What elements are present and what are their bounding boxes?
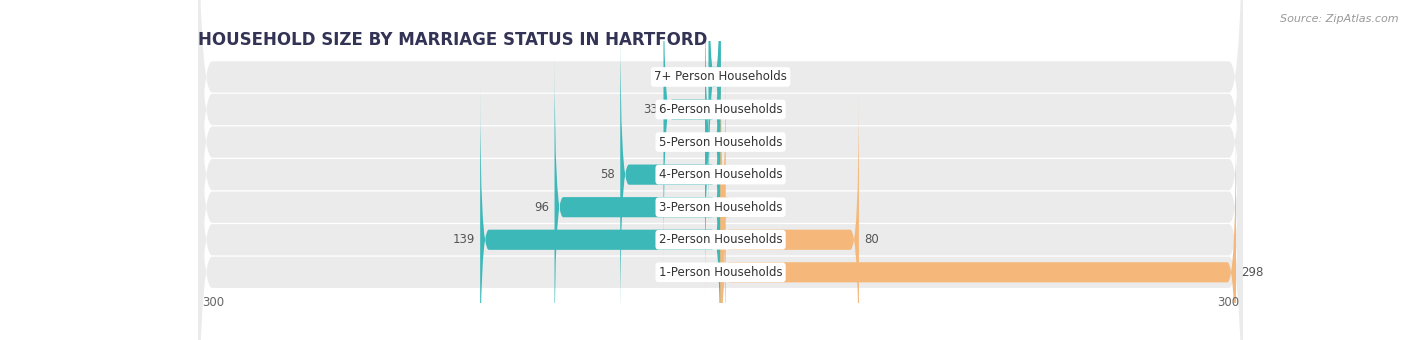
FancyBboxPatch shape: [664, 0, 721, 262]
Text: 33: 33: [644, 103, 658, 116]
FancyBboxPatch shape: [709, 0, 721, 230]
FancyBboxPatch shape: [198, 0, 1243, 322]
Text: 300: 300: [1218, 296, 1240, 309]
Text: 5-Person Households: 5-Person Households: [659, 136, 782, 149]
Text: 6-Person Households: 6-Person Households: [659, 103, 782, 116]
Text: Source: ZipAtlas.com: Source: ZipAtlas.com: [1281, 14, 1399, 23]
Text: 0: 0: [725, 103, 733, 116]
FancyBboxPatch shape: [554, 54, 721, 340]
Text: 300: 300: [201, 296, 224, 309]
FancyBboxPatch shape: [198, 0, 1243, 340]
FancyBboxPatch shape: [704, 0, 721, 295]
Text: 139: 139: [453, 233, 475, 246]
FancyBboxPatch shape: [198, 0, 1243, 340]
FancyBboxPatch shape: [198, 0, 1243, 340]
FancyBboxPatch shape: [198, 0, 1243, 340]
Text: 0: 0: [725, 136, 733, 149]
FancyBboxPatch shape: [717, 54, 730, 340]
Text: 0: 0: [725, 168, 733, 181]
Text: 7+ Person Households: 7+ Person Households: [654, 70, 787, 83]
Text: 3-Person Households: 3-Person Households: [659, 201, 782, 214]
Text: 2-Person Households: 2-Person Households: [659, 233, 782, 246]
Text: 3: 3: [731, 201, 738, 214]
Text: 96: 96: [534, 201, 550, 214]
Text: HOUSEHOLD SIZE BY MARRIAGE STATUS IN HARTFORD: HOUSEHOLD SIZE BY MARRIAGE STATUS IN HAR…: [198, 31, 707, 49]
FancyBboxPatch shape: [198, 28, 1243, 340]
Text: 1-Person Households: 1-Person Households: [659, 266, 782, 279]
Text: 58: 58: [600, 168, 614, 181]
Text: 7: 7: [696, 70, 703, 83]
Text: 0: 0: [725, 70, 733, 83]
FancyBboxPatch shape: [721, 120, 1236, 340]
Text: 80: 80: [865, 233, 879, 246]
Text: 4-Person Households: 4-Person Households: [659, 168, 782, 181]
FancyBboxPatch shape: [198, 0, 1243, 340]
FancyBboxPatch shape: [721, 87, 859, 340]
Text: 9: 9: [692, 136, 700, 149]
Text: 298: 298: [1241, 266, 1264, 279]
FancyBboxPatch shape: [481, 87, 721, 340]
FancyBboxPatch shape: [620, 22, 721, 327]
